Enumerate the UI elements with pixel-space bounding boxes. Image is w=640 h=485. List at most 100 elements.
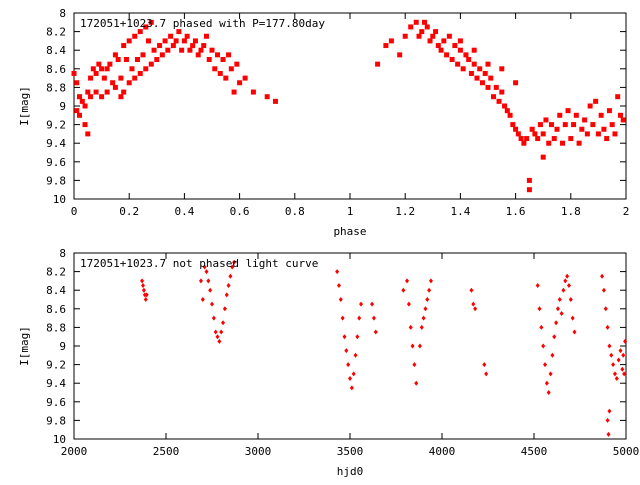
data-point [493,84,499,90]
data-point [535,136,541,142]
data-point [206,57,212,62]
data-point [473,306,478,312]
data-point [540,154,546,160]
data-point [449,57,455,62]
data-point [510,122,516,128]
data-point [264,94,270,100]
phased-y-axis-label: I[mag] [18,86,31,126]
data-point [151,47,157,53]
data-point [157,43,163,49]
data-point [237,80,243,86]
data-point [134,57,140,62]
data-point [572,329,577,335]
data-point [93,70,99,76]
data-point [206,278,211,284]
data-point [548,371,553,377]
phased-x-tick-label: 0.2 [119,205,139,218]
unphased-y-tick-label: 8 [59,247,66,260]
data-point [539,324,544,330]
data-point [552,334,557,340]
data-point [192,38,198,44]
data-point [353,352,358,358]
data-point [496,98,502,104]
phased-data-points [71,19,626,193]
data-point [230,264,235,270]
data-point [484,371,489,377]
data-point [208,287,213,293]
phased-x-tick-label: 0 [71,205,78,218]
data-point [179,47,185,53]
data-point [557,112,563,118]
data-point [397,52,403,58]
data-point [571,122,577,128]
data-point [165,47,171,53]
data-point [513,80,519,86]
data-point [471,47,477,53]
data-point [466,57,472,62]
data-point [622,371,627,377]
unphased-y-tick-label: 10 [53,433,66,446]
phased-x-axis-label: phase [333,225,366,238]
unphased-data-points [140,259,628,437]
data-point [482,70,488,76]
data-point [428,278,433,284]
unphased-y-tick-label: 8.2 [46,266,66,279]
data-point [504,108,510,114]
data-point [355,334,360,340]
data-point [606,431,611,437]
data-point [595,131,601,137]
data-point [141,283,145,289]
data-point [222,306,227,312]
data-point [601,287,606,293]
data-point [620,117,626,123]
data-point [424,24,430,30]
data-point [101,75,107,81]
data-point [457,38,463,44]
data-point [452,43,458,49]
unphased-x-tick-label: 3500 [337,445,364,458]
data-point [532,131,538,137]
data-point [427,38,433,44]
data-point [342,334,347,340]
data-point [348,376,352,382]
data-point [187,47,193,53]
data-point [215,52,221,58]
data-point [460,66,466,72]
data-point [209,47,215,53]
phased-y-tick-label: 8.6 [46,63,66,76]
data-point [482,362,487,368]
data-point [463,52,469,58]
data-point [90,66,96,72]
phased-y-tick-label: 10 [53,193,66,206]
data-point [435,43,441,49]
data-point [224,292,229,298]
data-point [616,357,621,363]
data-point [126,80,132,86]
data-point [562,122,568,128]
data-point [444,52,450,58]
data-point [408,324,413,330]
data-point [232,259,237,265]
phased-x-tick-label: 1.2 [395,205,415,218]
data-point [338,297,343,302]
data-point [600,273,605,279]
data-point [427,287,432,293]
data-point [455,61,461,67]
data-point [417,343,422,349]
unphased-x-tick-label: 5000 [613,445,640,458]
data-point [93,89,99,95]
data-point [115,57,121,62]
unphased-y-axis-label: I[mag] [18,326,31,366]
data-point [550,352,555,358]
data-point [220,57,226,62]
unphased-x-tick-label: 4000 [429,445,456,458]
data-point [118,75,124,81]
phased-x-tick-label: 2 [623,205,630,218]
phased-x-tick-label: 0.4 [174,205,194,218]
data-point [623,338,628,344]
data-point [518,136,524,142]
data-point [446,33,452,39]
data-point [217,338,222,344]
data-point [195,52,201,58]
